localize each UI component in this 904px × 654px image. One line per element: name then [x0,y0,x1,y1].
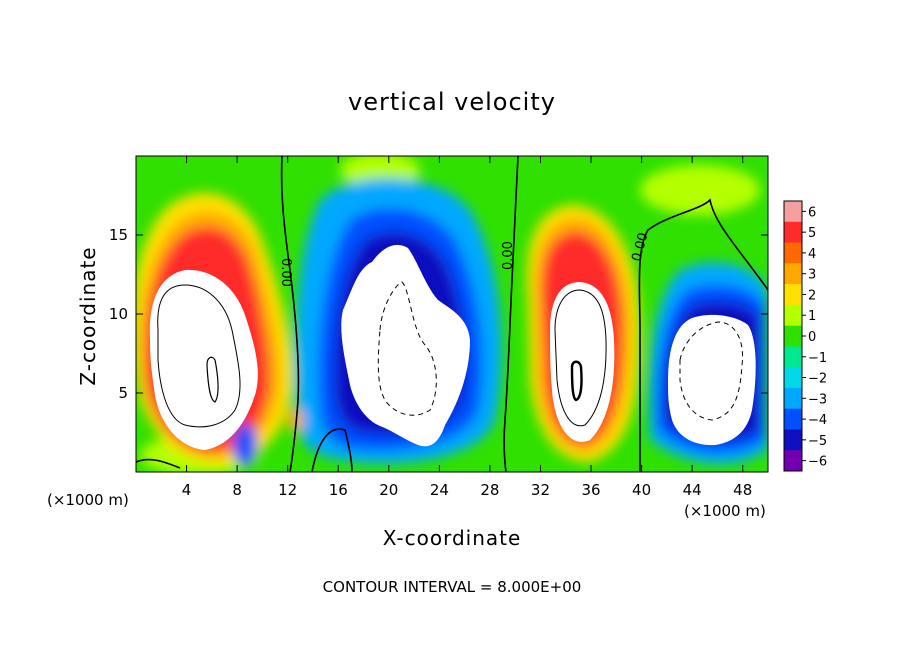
colorbar-label-12: −6 [808,455,827,470]
y-tick-label-2: 15 [109,226,128,244]
x-axis-label: X-coordinate [382,526,522,550]
colorbar-swatch-1 [784,221,802,244]
colorbar-label-10: −4 [808,413,827,428]
updraft-core-left [149,269,258,450]
contour-label-3: 0.00 [629,231,651,263]
colorbar-label-5: 1 [808,309,816,324]
x-unit-label-left: (×1000 m) [47,491,129,509]
x-tick-label-7: 32 [531,481,550,499]
colorbar-label-9: −3 [808,392,827,407]
downdraft-core-right [668,314,756,446]
colorbar-swatch-9 [784,387,802,410]
colorbar-swatch-6 [784,325,802,347]
colorbar: 6 5 4 3 2 1 0 −1 −2 −3 −4 −5 −6 [783,200,827,472]
x-tick-label-3: 16 [329,481,348,499]
colorbar-swatch-2 [784,242,802,264]
colorbar-swatch-3 [784,263,802,285]
contour-label-2: 0.00 [501,241,516,270]
y-tick-label-1: 10 [109,305,128,323]
colorbar-label-11: −5 [808,434,827,449]
x-tick-label-0: 4 [182,481,192,499]
inner-contours [157,284,607,428]
zero-contours [136,156,768,472]
contour-labels: 0.00 0.00 0.00 [278,231,651,287]
colorbar-label-6: 0 [808,330,816,345]
colorbar-label-7: −1 [808,351,827,366]
y-tick-label-0: 5 [118,384,128,402]
field-layer: 0.00 0.00 0.00 [136,156,768,472]
colorbar-label-4: 2 [808,288,816,303]
x-tick-label-8: 36 [581,481,600,499]
x-tick-label-5: 24 [430,481,449,499]
contour-label-1: 0.00 [278,258,293,287]
chart-title: vertical velocity [348,88,556,116]
colorbar-swatch-4 [784,284,802,306]
x-tick-label-1: 8 [232,481,242,499]
colorbar-label-3: 3 [808,268,816,283]
downdraft-core-center [341,244,470,447]
contour-interval-note: CONTOUR INTERVAL = 8.000E+00 [322,578,582,596]
x-unit-label-right: (×1000 m) [684,502,766,520]
colorbar-label-8: −2 [808,372,827,387]
colorbar-swatch-12 [784,450,802,472]
x-tick-label-2: 12 [278,481,297,499]
colorbar-swatch-0 [784,201,802,223]
colorbar-swatch-11 [784,429,802,451]
colorbar-swatch-8 [784,367,802,389]
x-tick-label-6: 28 [480,481,499,499]
x-tick-label-4: 20 [379,481,398,499]
colorbar-label-1: 5 [808,226,816,241]
colorbar-swatch-10 [784,408,802,430]
negative-contours [377,281,744,421]
x-tick-label-10: 44 [683,481,702,499]
colorbar-label-2: 4 [808,247,816,262]
updraft-peak-contour [570,360,583,402]
x-tick-label-9: 40 [632,481,651,499]
x-tick-label-11: 48 [733,481,752,499]
colorbar-swatch-7 [784,346,802,368]
colorbar-label-0: 6 [808,205,816,220]
colorbar-swatch-5 [784,304,802,327]
